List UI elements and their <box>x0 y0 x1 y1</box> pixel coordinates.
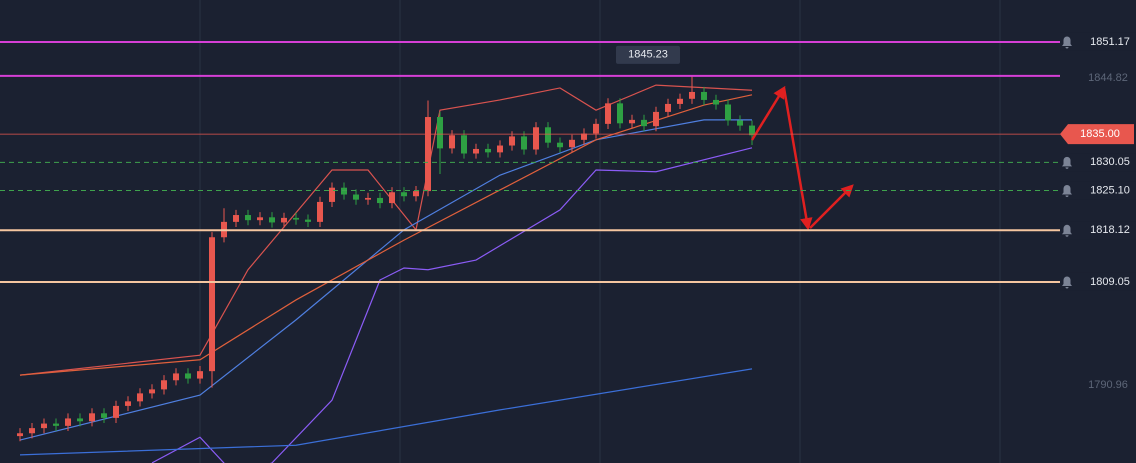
level-label: 1818.12 <box>1090 224 1130 236</box>
grid-vertical <box>199 0 1001 463</box>
level-label-bg <box>1060 181 1136 200</box>
candle-body <box>353 194 359 200</box>
plot-area <box>17 76 755 463</box>
candle-body <box>365 197 371 200</box>
candle-body <box>713 99 719 105</box>
indicator-line <box>19 119 752 441</box>
candle-body <box>233 215 239 222</box>
candle-body <box>677 98 683 104</box>
candle-body <box>485 148 491 153</box>
candle-body <box>161 380 167 390</box>
indicator-line <box>151 147 753 463</box>
indicator-line <box>19 368 753 456</box>
indicator-line <box>19 94 753 376</box>
candle-body <box>461 135 467 154</box>
level-label: 1825.10 <box>1090 184 1130 196</box>
candle-body <box>593 123 599 134</box>
candle-body <box>749 125 755 136</box>
candle-body <box>65 418 71 426</box>
candle-body <box>557 142 563 148</box>
candle-body <box>29 428 35 434</box>
candle-body <box>533 127 539 150</box>
candle-body <box>281 217 287 223</box>
level-label: 1830.05 <box>1090 156 1130 168</box>
candle-body <box>197 371 203 379</box>
candle-body <box>569 139 575 148</box>
candle-body <box>629 119 635 124</box>
candle-body <box>137 393 143 402</box>
level-label-bg <box>1060 32 1136 51</box>
level-label: 1851.17 <box>1090 36 1130 48</box>
candle-body <box>725 104 731 121</box>
candle-body <box>401 192 407 197</box>
bell-icon <box>1062 276 1072 289</box>
level-label: 1809.05 <box>1090 276 1130 288</box>
axis-labels: 1844.82 1790.96 1851.17 1845.23 1835.00 1830.… <box>616 32 1136 391</box>
bell-icon <box>1062 185 1072 198</box>
candle-body <box>245 215 251 221</box>
bell-icon <box>1062 224 1072 237</box>
y-tick-label: 1790.96 <box>1088 379 1128 391</box>
candle-body <box>317 201 323 222</box>
bell-icon <box>1062 36 1072 49</box>
candle-body <box>341 187 347 195</box>
candle-body <box>509 136 515 146</box>
candle-body <box>293 217 299 220</box>
candle-body <box>653 111 659 127</box>
candle-body <box>389 192 395 204</box>
candle-body <box>689 91 695 99</box>
candle-body <box>737 120 743 126</box>
candle-body <box>617 103 623 124</box>
candle-body <box>449 135 455 149</box>
level-label-bg <box>1060 153 1136 172</box>
candle-body <box>665 103 671 112</box>
candle-body <box>413 191 419 197</box>
candle-body <box>113 405 119 418</box>
candle-body <box>305 219 311 222</box>
candle-body <box>185 373 191 379</box>
bell-icon <box>1062 156 1072 169</box>
candle-body <box>269 217 275 223</box>
candle-body <box>641 119 647 127</box>
candle-body <box>437 117 443 149</box>
candle-body <box>473 148 479 154</box>
candle-body <box>377 197 383 204</box>
candle-body <box>149 389 155 394</box>
y-tick-label: 1844.82 <box>1088 72 1128 84</box>
current-price-label: 1835.00 <box>1080 128 1120 140</box>
candle-body <box>605 103 611 124</box>
projection-arrows <box>750 85 854 231</box>
candle-body <box>257 217 263 221</box>
price-tag <box>1060 124 1134 145</box>
candle-body <box>89 413 95 422</box>
candle-body <box>41 423 47 429</box>
candle-body <box>209 237 215 372</box>
candle-body <box>125 401 131 406</box>
crosshair-tag <box>616 45 680 64</box>
candle-body <box>701 91 707 100</box>
candle-body <box>173 373 179 381</box>
candle-body <box>521 136 527 150</box>
level-label-bg <box>1060 272 1136 291</box>
candle-body <box>77 418 83 422</box>
candle-body <box>17 433 23 437</box>
candle-body <box>545 127 551 143</box>
crosshair-label: 1845.23 <box>628 49 668 61</box>
candle-body <box>425 117 431 192</box>
level-label-bg <box>1060 221 1136 240</box>
candle-body <box>101 413 107 418</box>
candle-body <box>497 145 503 153</box>
candle-body <box>53 423 59 426</box>
candle-body <box>329 187 335 202</box>
candle-body <box>581 133 587 140</box>
